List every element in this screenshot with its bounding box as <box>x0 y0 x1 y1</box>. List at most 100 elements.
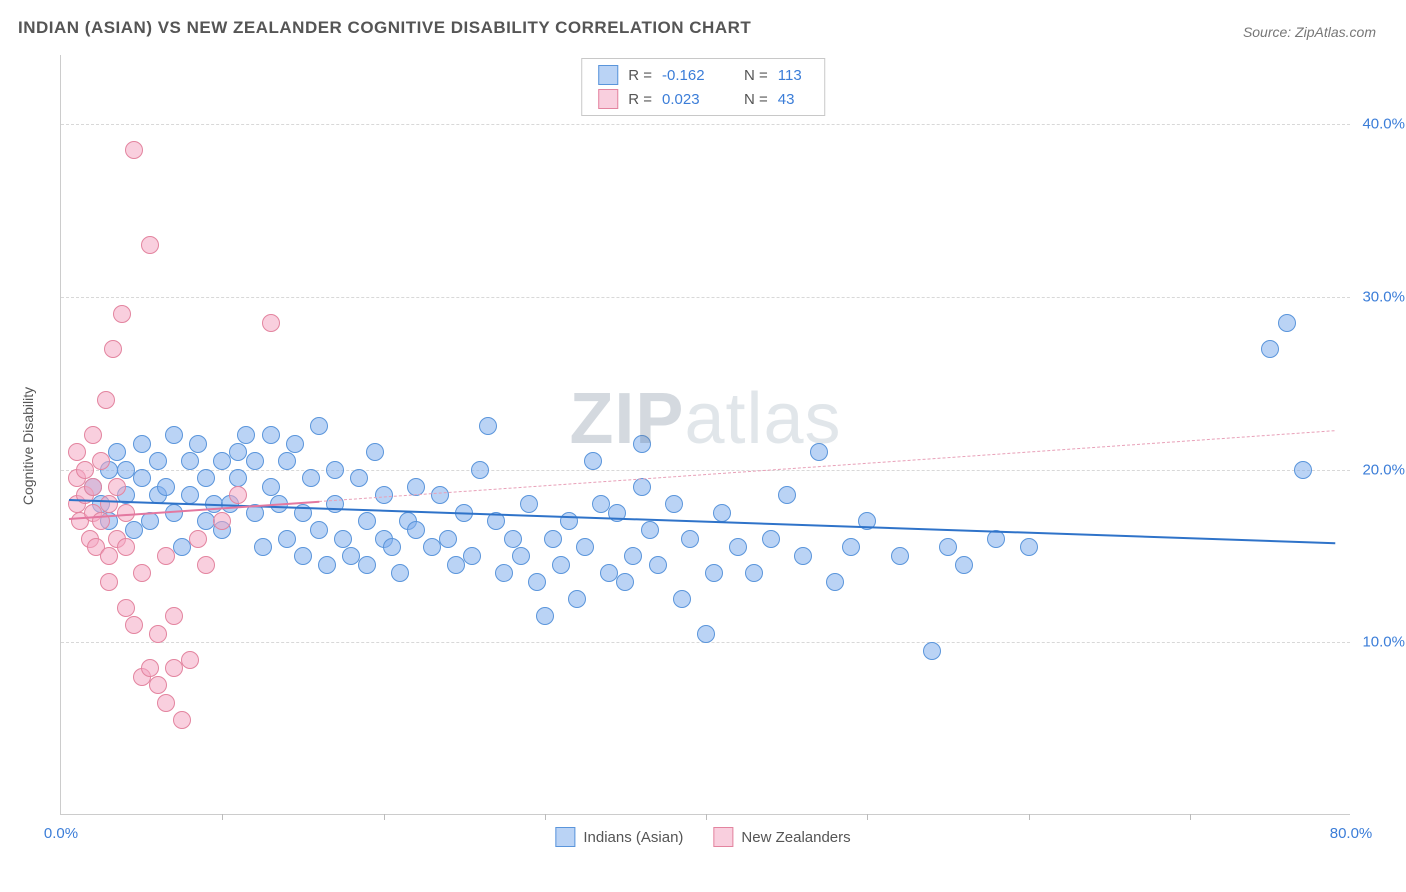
data-point <box>237 426 255 444</box>
data-point <box>568 590 586 608</box>
data-point <box>471 461 489 479</box>
plot-area: ZIPatlas 10.0%20.0%30.0%40.0%0.0%80.0% <box>60 55 1350 815</box>
data-point <box>923 642 941 660</box>
data-point <box>584 452 602 470</box>
data-point <box>528 573 546 591</box>
legend-label: New Zealanders <box>741 829 850 846</box>
data-point <box>117 538 135 556</box>
data-point <box>439 530 457 548</box>
y-tick-label: 30.0% <box>1362 288 1405 305</box>
data-point <box>189 435 207 453</box>
data-point <box>254 538 272 556</box>
data-point <box>633 478 651 496</box>
data-point <box>318 556 336 574</box>
legend-item: New Zealanders <box>713 827 850 847</box>
legend-n-label: N = <box>744 91 768 108</box>
data-point <box>294 547 312 565</box>
data-point <box>181 651 199 669</box>
legend-r-label: R = <box>628 67 652 84</box>
data-point <box>665 495 683 513</box>
legend-n-value: 43 <box>778 91 808 108</box>
x-tick-mark <box>222 814 223 820</box>
watermark-bold: ZIP <box>569 379 684 459</box>
x-tick-mark <box>384 814 385 820</box>
data-point <box>383 538 401 556</box>
data-point <box>68 443 86 461</box>
legend-r-label: R = <box>628 91 652 108</box>
gridline-h <box>61 124 1350 125</box>
data-point <box>705 564 723 582</box>
data-point <box>108 443 126 461</box>
data-point <box>133 435 151 453</box>
legend-swatch <box>598 89 618 109</box>
data-point <box>213 512 231 530</box>
data-point <box>108 478 126 496</box>
data-point <box>302 469 320 487</box>
data-point <box>104 340 122 358</box>
data-point <box>778 486 796 504</box>
watermark: ZIPatlas <box>569 378 841 460</box>
legend-swatch <box>598 65 618 85</box>
data-point <box>729 538 747 556</box>
x-tick-mark <box>545 814 546 820</box>
data-point <box>641 521 659 539</box>
data-point <box>358 512 376 530</box>
data-point <box>141 512 159 530</box>
data-point <box>955 556 973 574</box>
chart-title: INDIAN (ASIAN) VS NEW ZEALANDER COGNITIV… <box>18 18 751 38</box>
data-point <box>1261 340 1279 358</box>
legend-row: R =0.023N =43 <box>598 87 808 111</box>
data-point <box>479 417 497 435</box>
data-point <box>125 141 143 159</box>
data-point <box>165 607 183 625</box>
data-point <box>697 625 715 643</box>
data-point <box>278 530 296 548</box>
data-point <box>97 391 115 409</box>
data-point <box>149 676 167 694</box>
legend-n-value: 113 <box>778 67 808 84</box>
data-point <box>512 547 530 565</box>
data-point <box>157 694 175 712</box>
data-point <box>157 547 175 565</box>
data-point <box>366 443 384 461</box>
data-point <box>552 556 570 574</box>
source-label: Source: ZipAtlas.com <box>1243 24 1376 40</box>
chart-container: INDIAN (ASIAN) VS NEW ZEALANDER COGNITIV… <box>0 0 1406 892</box>
x-tick-label: 0.0% <box>44 825 78 842</box>
x-tick-mark <box>1029 814 1030 820</box>
data-point <box>286 435 304 453</box>
legend-swatch <box>555 827 575 847</box>
data-point <box>447 556 465 574</box>
data-point <box>358 556 376 574</box>
data-point <box>1294 461 1312 479</box>
data-point <box>681 530 699 548</box>
data-point <box>891 547 909 565</box>
data-point <box>495 564 513 582</box>
data-point <box>246 452 264 470</box>
y-tick-label: 10.0% <box>1362 634 1405 651</box>
data-point <box>826 573 844 591</box>
data-point <box>113 305 131 323</box>
data-point <box>350 469 368 487</box>
data-point <box>407 521 425 539</box>
data-point <box>117 599 135 617</box>
data-point <box>810 443 828 461</box>
data-point <box>173 711 191 729</box>
data-point <box>141 659 159 677</box>
data-point <box>616 573 634 591</box>
y-tick-label: 40.0% <box>1362 116 1405 133</box>
data-point <box>673 590 691 608</box>
data-point <box>334 530 352 548</box>
data-point <box>92 452 110 470</box>
data-point <box>181 452 199 470</box>
data-point <box>133 564 151 582</box>
data-point <box>1278 314 1296 332</box>
legend-row: R =-0.162N =113 <box>598 63 808 87</box>
data-point <box>197 469 215 487</box>
data-point <box>624 547 642 565</box>
data-point <box>649 556 667 574</box>
data-point <box>310 417 328 435</box>
correlation-legend: R =-0.162N =113R =0.023N =43 <box>581 58 825 116</box>
data-point <box>463 547 481 565</box>
data-point <box>504 530 522 548</box>
